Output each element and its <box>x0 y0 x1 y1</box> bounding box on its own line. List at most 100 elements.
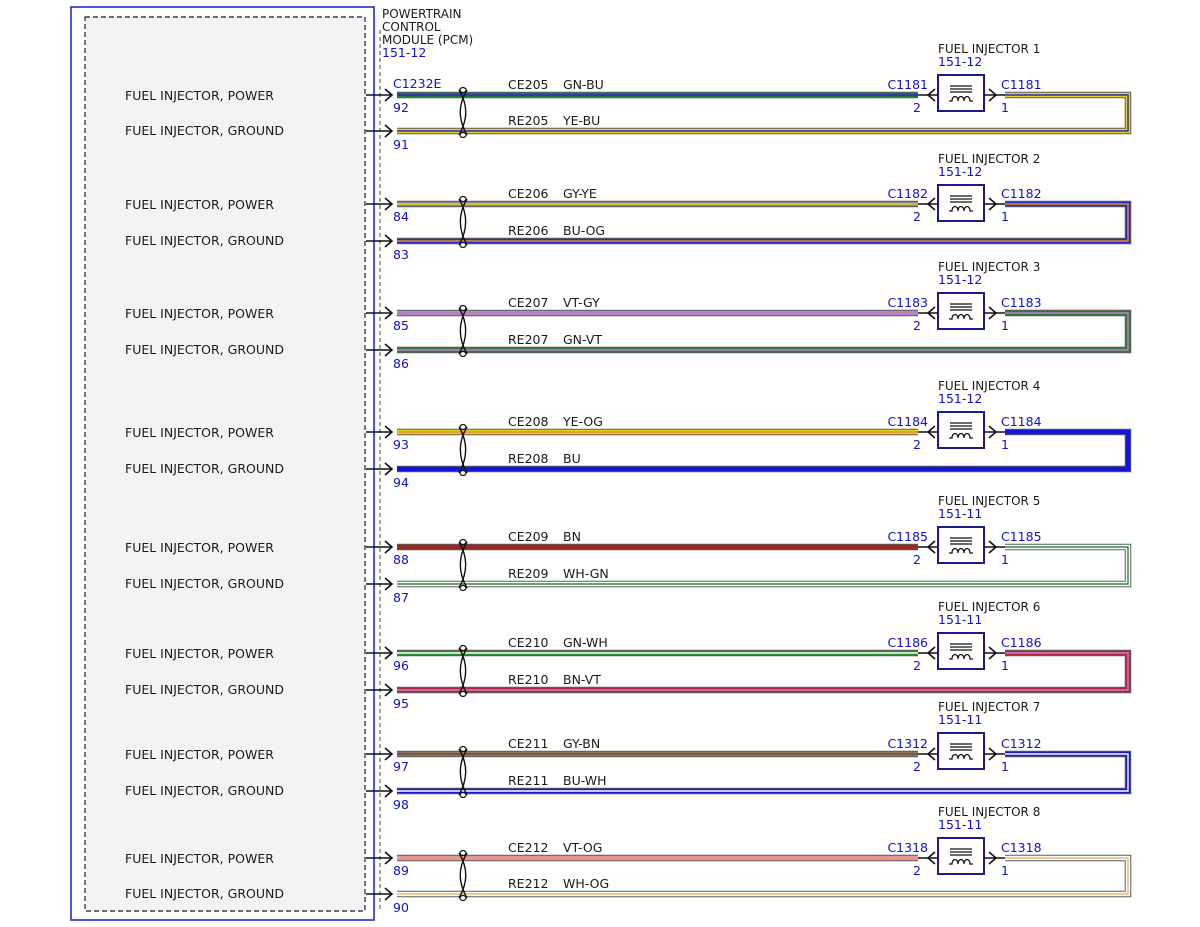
power-color-code: GN-BU <box>563 77 604 92</box>
injector-pin2-arrow <box>918 88 938 102</box>
power-color-code: VT-GY <box>563 295 600 310</box>
injector-circuit-4: FUEL INJECTOR, POWER FUEL INJECTOR, GROUN… <box>125 379 1132 490</box>
injector-connector-right: C1181 <box>1001 77 1042 92</box>
pcm-power-pin-arrow <box>366 851 394 865</box>
injector-pin1-arrow <box>984 425 1005 439</box>
injector-pin-2: 2 <box>913 759 921 774</box>
injector-pin-1: 1 <box>1001 552 1009 567</box>
ground-circuit-id: RE206 <box>508 223 548 238</box>
injector-circuit-7: FUEL INJECTOR, POWER FUEL INJECTOR, GROUN… <box>125 700 1132 812</box>
ground-wire <box>397 543 1132 588</box>
pcm-power-label: FUEL INJECTOR, POWER <box>125 851 274 866</box>
injector-connector-left: C1184 <box>887 414 928 429</box>
injector-circuit-3: FUEL INJECTOR, POWER FUEL INJECTOR, GROUN… <box>125 260 1132 371</box>
pcm-power-pin-arrow <box>366 747 394 761</box>
pcm-power-pin-number: 96 <box>393 658 409 673</box>
pcm-power-pin-number: 93 <box>393 437 409 452</box>
fuel-injector-icon <box>937 292 985 330</box>
ground-wire <box>397 91 1132 135</box>
pcm-ground-pin-number: 86 <box>393 356 409 371</box>
pcm-power-label: FUEL INJECTOR, POWER <box>125 88 274 103</box>
pcm-ground-pin-number: 98 <box>393 797 409 812</box>
injector-pin1-arrow <box>984 747 1005 761</box>
ground-color-code: BU-OG <box>563 223 605 238</box>
pcm-ground-label: FUEL INJECTOR, GROUND <box>125 576 284 591</box>
pcm-power-label: FUEL INJECTOR, POWER <box>125 197 274 212</box>
pcm-power-pin-number: 92 <box>393 100 409 115</box>
injector-ref: 151-12 <box>938 164 982 179</box>
power-circuit-id: CE206 <box>508 186 549 201</box>
pcm-ground-pin-arrow <box>366 343 394 357</box>
injector-pin-2: 2 <box>913 100 921 115</box>
pcm-ground-pin-arrow <box>366 887 394 901</box>
injector-connector-left: C1185 <box>887 529 928 544</box>
power-circuit-id: CE210 <box>508 635 549 650</box>
injector-pin-1: 1 <box>1001 100 1009 115</box>
pcm-ground-pin-arrow <box>366 234 394 248</box>
pcm-power-pin-arrow <box>366 425 394 439</box>
pcm-power-label: FUEL INJECTOR, POWER <box>125 540 274 555</box>
pcm-ground-label: FUEL INJECTOR, GROUND <box>125 123 284 138</box>
pcm-power-pin-number: 89 <box>393 863 409 878</box>
ground-circuit-id: RE208 <box>508 451 548 466</box>
injector-ref: 151-12 <box>938 272 982 287</box>
injector-circuit-5: FUEL INJECTOR, POWER FUEL INJECTOR, GROUN… <box>125 494 1132 605</box>
injector-pin1-arrow <box>984 306 1005 320</box>
twisted-pair-symbol <box>458 644 468 698</box>
pcm-ref: 151-12 <box>382 45 426 60</box>
ground-wire <box>397 854 1132 898</box>
ground-color-code: WH-OG <box>563 876 609 891</box>
ground-wire <box>397 200 1132 245</box>
injector-pin-2: 2 <box>913 437 921 452</box>
injector-connector-left: C1318 <box>887 840 928 855</box>
injector-connector-left: C1182 <box>887 186 928 201</box>
injector-pin-1: 1 <box>1001 318 1009 333</box>
injector-ref: 151-11 <box>938 712 982 727</box>
fuel-injector-icon <box>937 74 985 112</box>
twisted-pair-symbol <box>458 745 468 799</box>
injector-connector-left: C1312 <box>887 736 928 751</box>
injector-ref: 151-12 <box>938 391 982 406</box>
injector-name: FUEL INJECTOR 8 <box>938 805 1040 819</box>
ground-color-code: WH-GN <box>563 566 609 581</box>
ground-color-code: BU-WH <box>563 773 607 788</box>
pcm-ground-pin-arrow <box>366 462 394 476</box>
injector-circuit-2: FUEL INJECTOR, POWER FUEL INJECTOR, GROUN… <box>125 152 1132 262</box>
power-color-code: BN <box>563 529 581 544</box>
ground-color-code: YE-BU <box>562 113 600 128</box>
injector-name: FUEL INJECTOR 3 <box>938 260 1040 274</box>
pcm-ground-pin-arrow <box>366 577 394 591</box>
injector-name: FUEL INJECTOR 2 <box>938 152 1040 166</box>
pcm-ground-pin-number: 95 <box>393 696 409 711</box>
injector-ref: 151-11 <box>938 506 982 521</box>
twisted-pair-symbol <box>458 304 468 358</box>
pcm-ground-pin-arrow <box>366 683 394 697</box>
injector-pin2-arrow <box>918 747 938 761</box>
injector-pin-1: 1 <box>1001 863 1009 878</box>
twisted-pair-symbol <box>458 849 468 902</box>
injector-connector-right: C1184 <box>1001 414 1042 429</box>
injector-pin-2: 2 <box>913 658 921 673</box>
injector-connector-right: C1318 <box>1001 840 1042 855</box>
ground-wire <box>397 309 1132 354</box>
injector-connector-left: C1183 <box>887 295 928 310</box>
injector-pin-1: 1 <box>1001 209 1009 224</box>
power-color-code: GY-YE <box>563 186 597 201</box>
pcm-power-pin-arrow <box>366 306 394 320</box>
pcm-power-pin-number: 85 <box>393 318 409 333</box>
pcm-title-line-3: MODULE (PCM) <box>382 33 473 47</box>
injector-circuit-6: FUEL INJECTOR, POWER FUEL INJECTOR, GROUN… <box>125 600 1132 711</box>
injector-pin-1: 1 <box>1001 437 1009 452</box>
injector-pin1-arrow <box>984 88 1005 102</box>
power-circuit-id: CE208 <box>508 414 549 429</box>
ground-color-code: GN-VT <box>563 332 602 347</box>
twisted-pair-symbol <box>458 538 468 592</box>
ground-wire <box>397 428 1132 473</box>
injector-circuit-8: FUEL INJECTOR, POWER FUEL INJECTOR, GROUN… <box>125 805 1132 915</box>
injector-name: FUEL INJECTOR 5 <box>938 494 1040 508</box>
pcm-ground-label: FUEL INJECTOR, GROUND <box>125 461 284 476</box>
injector-connector-right: C1182 <box>1001 186 1042 201</box>
twisted-pair-symbol <box>458 423 468 477</box>
fuel-injector-icon <box>937 526 985 564</box>
